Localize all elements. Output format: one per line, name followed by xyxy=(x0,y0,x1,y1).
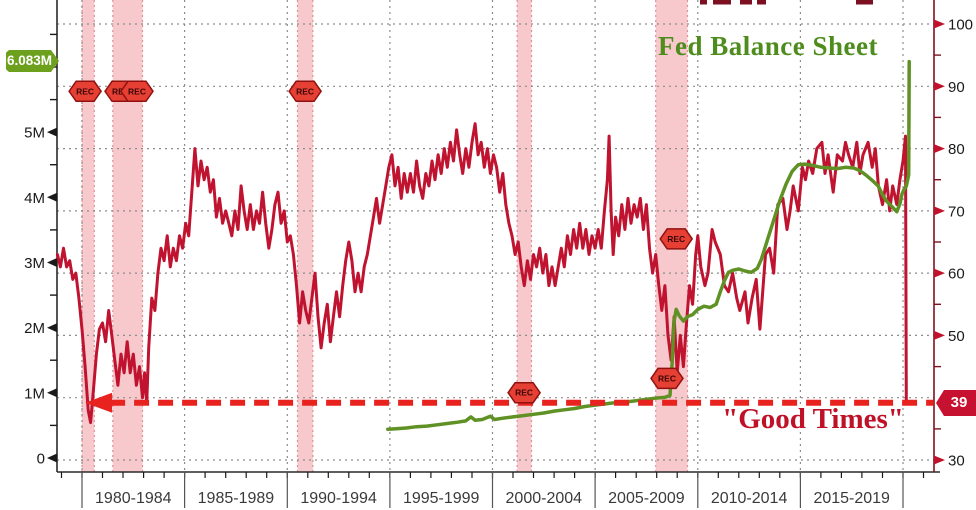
y-left-tick-arrow xyxy=(47,388,57,398)
clipped-title-fragment xyxy=(740,0,752,5)
y-right-axis: 30 50 60 70 80 90 100 xyxy=(934,17,973,470)
y-left-tick-label: 4M xyxy=(24,190,45,207)
x-group-label: 1995-1999 xyxy=(403,490,480,507)
x-group-label: 2000-2004 xyxy=(506,490,583,507)
rec-badge-label: REC xyxy=(658,373,676,383)
y-right-tick-label: 70 xyxy=(948,203,965,220)
clipped-title-fragment xyxy=(856,0,873,5)
good-times-value-flag: 39 xyxy=(936,390,976,416)
x-group-label: 1990-1994 xyxy=(300,490,377,507)
y-right-tick-arrow xyxy=(934,144,945,154)
y-left-tick-label: 0 xyxy=(37,451,45,468)
y-left-tick-arrow xyxy=(47,192,57,202)
x-group-label: 2015-2019 xyxy=(813,490,890,507)
y-right-tick-label: 90 xyxy=(948,79,965,96)
clipped-title-fragment xyxy=(757,0,766,5)
y-right-tick-arrow xyxy=(934,81,945,91)
rec-badge xyxy=(288,80,323,103)
rec-badge xyxy=(659,228,694,250)
rec-badges: RECRECRECRECRECRECREC xyxy=(68,80,694,404)
rec-badge xyxy=(650,367,684,390)
y-left-tick-arrow xyxy=(47,127,57,137)
rec-badge xyxy=(507,381,542,404)
good-times-annotation: "Good Times" xyxy=(722,403,904,435)
y-right-tick-label: 60 xyxy=(948,266,965,283)
rec-badge-label: REC xyxy=(128,86,146,96)
rec-badge-label: REC xyxy=(76,86,94,96)
x-group-label: 1980-1984 xyxy=(95,490,172,507)
recession-band xyxy=(297,0,313,472)
clipped-title-fragment xyxy=(700,0,707,5)
fed-balance-sheet-value-flag: 6.083M xyxy=(6,50,59,72)
y-right-tick-arrow xyxy=(934,330,945,340)
y-right-tick-label: 30 xyxy=(948,453,965,470)
y-right-tick-label: 100 xyxy=(948,17,973,34)
x-group-label: 1985-1989 xyxy=(198,490,275,507)
y-left-tick-label: 5M xyxy=(24,125,45,142)
y-left-axis: 0 1M 2M 3M 4M 5M xyxy=(24,33,57,468)
rec-badge xyxy=(120,80,154,103)
y-left-tick-arrow xyxy=(47,323,57,333)
y-left-tick-label: 1M xyxy=(24,385,45,402)
fed-balance-sheet-series-line xyxy=(386,59,911,432)
recession-band xyxy=(517,0,532,472)
rec-badge xyxy=(68,80,103,103)
rec-badge-label: REC xyxy=(667,234,685,244)
rec-badge-label: REC xyxy=(515,388,533,398)
y-right-tick-arrow xyxy=(934,268,945,278)
y-left-tick-arrow xyxy=(47,258,57,267)
fed-balance-sheet-annotation: Fed Balance Sheet xyxy=(658,31,878,61)
rec-badge-label: REC xyxy=(296,86,314,96)
x-group-label: 2010-2014 xyxy=(711,490,788,507)
clipped-title-fragment xyxy=(713,0,731,5)
dashed-arrow-head xyxy=(85,392,113,413)
y-left-tick-arrow xyxy=(47,453,57,463)
y-left-tick-label: 2M xyxy=(24,320,45,337)
good-times-series-line xyxy=(55,122,911,425)
y-right-tick-arrow xyxy=(934,455,945,465)
clipped-title-fragments xyxy=(700,0,873,5)
y-right-tick-arrow xyxy=(934,206,945,216)
recession-band xyxy=(112,0,143,472)
y-right-tick-label: 50 xyxy=(948,328,965,345)
x-axis: 1980-1984 1985-1989 1990-1994 1995-1999 2000… xyxy=(60,472,925,508)
y-left-tick-label: 3M xyxy=(24,255,45,272)
y-right-tick-label: 80 xyxy=(948,141,965,158)
x-group-label: 2005-2009 xyxy=(608,490,685,507)
y-right-tick-arrow xyxy=(934,19,945,29)
